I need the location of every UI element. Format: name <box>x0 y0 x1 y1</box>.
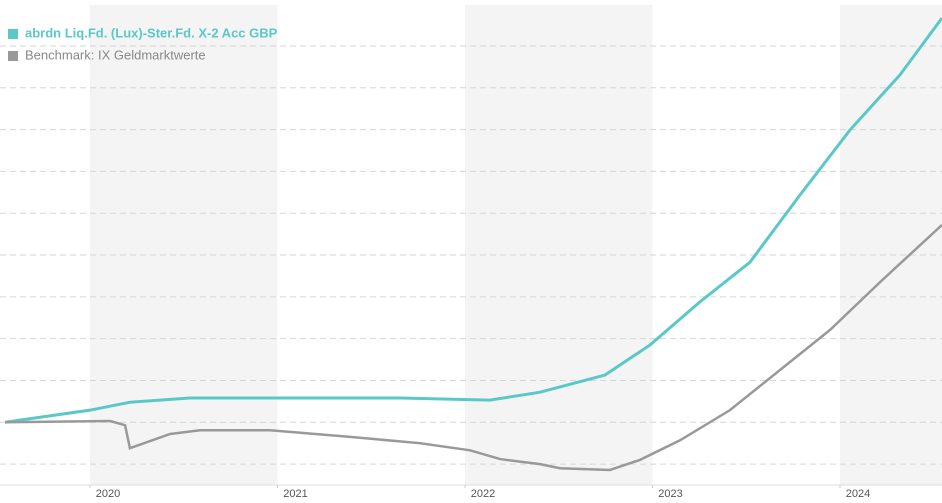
legend-label: abrdn Liq.Fd. (Lux)-Ster.Fd. X-2 Acc GBP <box>25 25 278 40</box>
legend-swatch <box>8 51 18 61</box>
x-tick-label: 2024 <box>846 488 870 500</box>
year-band <box>90 5 278 485</box>
x-tick-label: 2020 <box>96 488 120 500</box>
legend-label: Benchmark: IX Geldmarktwerte <box>25 47 206 62</box>
x-tick-label: 2022 <box>471 488 495 500</box>
legend-swatch <box>8 29 18 39</box>
x-tick-label: 2021 <box>283 488 307 500</box>
year-band <box>840 5 942 485</box>
series-line <box>5 224 942 472</box>
series-line <box>4 17 942 424</box>
x-tick-label: 2023 <box>658 488 682 500</box>
year-band <box>465 5 653 485</box>
